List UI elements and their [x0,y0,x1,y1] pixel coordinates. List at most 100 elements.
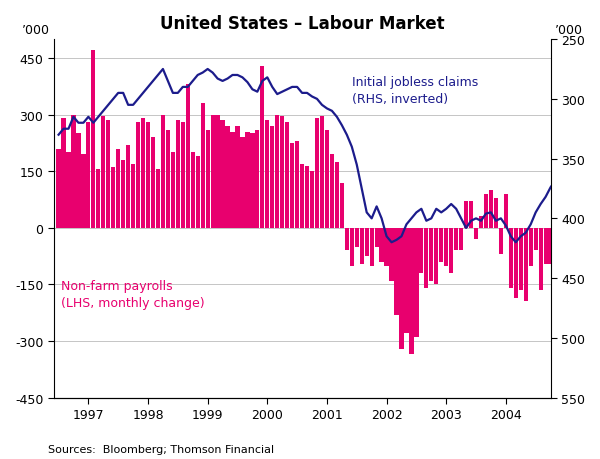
Bar [514,228,518,298]
Bar [325,130,329,228]
Bar [250,134,254,228]
Bar [82,155,86,228]
Bar [359,228,364,264]
Bar [151,138,155,228]
Bar [533,228,538,251]
Bar [101,117,106,228]
Bar [385,228,389,266]
Bar [200,104,205,228]
Text: Sources:  Bloomberg; Thomson Financial: Sources: Bloomberg; Thomson Financial [48,444,274,454]
Bar [434,228,439,285]
Bar [379,228,384,262]
Bar [245,132,250,228]
Bar [86,123,91,228]
Bar [176,121,180,228]
Bar [414,228,419,337]
Bar [280,117,284,228]
Bar [474,228,478,240]
Bar [71,115,76,228]
Bar [235,127,239,228]
Bar [111,168,115,228]
Bar [409,228,413,354]
Bar [469,202,473,228]
Text: ’000: ’000 [22,23,50,36]
Bar [76,134,80,228]
Bar [310,172,314,228]
Bar [270,127,274,228]
Bar [449,228,453,274]
Bar [330,155,334,228]
Bar [300,164,304,228]
Text: Non-farm payrolls
(LHS, monthly change): Non-farm payrolls (LHS, monthly change) [61,280,205,310]
Bar [285,123,289,228]
Bar [196,157,200,228]
Bar [494,198,498,228]
Bar [265,121,269,228]
Bar [131,164,135,228]
Bar [255,130,259,228]
Bar [355,228,359,247]
Bar [215,115,220,228]
Bar [335,162,339,228]
Bar [509,228,513,289]
Bar [553,228,557,240]
Bar [320,117,324,228]
Bar [459,228,463,251]
Bar [126,146,130,228]
Bar [206,130,210,228]
Bar [484,195,488,228]
Bar [439,228,443,262]
Bar [230,132,235,228]
Bar [171,153,175,228]
Bar [400,228,404,349]
Bar [444,228,448,266]
Bar [315,119,319,228]
Bar [67,153,71,228]
Bar [524,228,528,302]
Bar [350,228,354,266]
Bar [275,115,280,228]
Bar [121,161,125,228]
Bar [419,228,424,274]
Bar [305,166,309,228]
Bar [424,228,428,289]
Title: United States – Labour Market: United States – Labour Market [160,15,445,33]
Bar [479,217,483,228]
Bar [191,153,195,228]
Bar [181,123,185,228]
Bar [454,228,458,251]
Bar [548,228,553,264]
Bar [389,228,394,281]
Bar [185,85,190,228]
Bar [220,121,224,228]
Bar [345,228,349,251]
Bar [464,202,468,228]
Bar [529,228,533,266]
Bar [295,142,299,228]
Bar [96,170,100,228]
Bar [404,228,409,334]
Bar [226,127,230,228]
Bar [340,183,344,228]
Bar [56,149,61,228]
Bar [241,138,245,228]
Bar [161,115,165,228]
Bar [141,119,145,228]
Bar [136,123,140,228]
Bar [374,228,379,247]
Bar [61,119,65,228]
Bar [290,144,294,228]
Bar [489,190,493,228]
Bar [429,228,433,281]
Bar [166,130,170,228]
Bar [211,115,215,228]
Bar [365,228,369,257]
Text: Initial jobless claims
(RHS, inverted): Initial jobless claims (RHS, inverted) [352,76,478,106]
Bar [91,51,95,228]
Bar [146,123,150,228]
Bar [156,170,160,228]
Bar [116,149,121,228]
Text: ’000: ’000 [555,23,583,36]
Bar [394,228,398,315]
Bar [544,228,548,264]
